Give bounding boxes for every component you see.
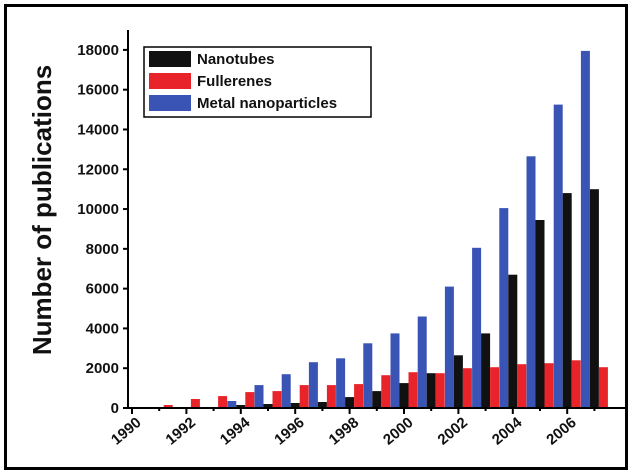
y-tick-label: 16000 <box>77 82 119 99</box>
y-tick-label: 6000 <box>86 281 119 298</box>
bar-nanotubes-2003 <box>481 333 491 408</box>
bar-fullerenes-2005 <box>544 363 554 408</box>
bar-fullerenes-1992 <box>190 399 200 408</box>
y-tick-label: 0 <box>111 400 119 417</box>
bar-nanotubes-2000 <box>399 383 409 408</box>
bar-nanotubes-2004 <box>508 274 518 408</box>
bar-fullerenes-2004 <box>517 364 527 408</box>
bar-metal-nanoparticles-1994 <box>227 401 237 408</box>
bar-fullerenes-1995 <box>272 391 282 408</box>
bar-metal-nanoparticles-1998 <box>336 358 346 408</box>
bar-fullerenes-2001 <box>435 373 445 408</box>
bar-nanotubes-1998 <box>345 397 355 408</box>
bar-fullerenes-1998 <box>354 384 364 408</box>
bar-metal-nanoparticles-2007 <box>580 50 590 409</box>
bar-nanotubes-1997 <box>317 402 327 408</box>
y-tick-label: 8000 <box>86 241 119 258</box>
bar-fullerenes-2000 <box>408 372 418 408</box>
bar-fullerenes-2002 <box>462 368 472 408</box>
bar-metal-nanoparticles-1995 <box>254 385 264 408</box>
bar-nanotubes-1999 <box>372 391 382 408</box>
legend-label: Nanotubes <box>197 51 275 68</box>
x-tick-label: 1994 <box>217 414 254 449</box>
bar-fullerenes-1996 <box>299 385 309 408</box>
bar-nanotubes-2007 <box>589 189 599 408</box>
x-axis-ticks: 1990 1992 1994 1996 1998 2000 2002 2004 2006 <box>108 408 596 449</box>
y-tick-label: 4000 <box>86 320 119 337</box>
x-tick-label: 1990 <box>108 414 144 448</box>
bar-fullerenes-2003 <box>490 367 500 408</box>
x-tick-label: 1996 <box>271 414 307 448</box>
y-tick-label: 2000 <box>86 360 119 377</box>
bar-group <box>163 50 608 409</box>
bar-nanotubes-2002 <box>453 355 463 408</box>
bar-metal-nanoparticles-2005 <box>526 156 536 408</box>
bar-metal-nanoparticles-2006 <box>553 104 563 408</box>
bar-fullerenes-1994 <box>245 392 255 408</box>
bar-metal-nanoparticles-2000 <box>390 333 400 408</box>
y-tick-label: 18000 <box>77 42 119 59</box>
bar-nanotubes-1995 <box>263 404 273 408</box>
y-tick-label: 14000 <box>77 121 119 138</box>
x-tick-label: 2006 <box>543 414 579 448</box>
x-tick-label: 1998 <box>326 414 362 448</box>
bar-metal-nanoparticles-2003 <box>472 247 482 408</box>
legend-label: Fullerenes <box>197 73 272 90</box>
bar-metal-nanoparticles-1997 <box>308 362 318 408</box>
bar-metal-nanoparticles-1996 <box>281 374 291 408</box>
bar-nanotubes-2001 <box>426 373 436 408</box>
bar-fullerenes-1993 <box>218 396 228 408</box>
y-axis-title: Number of publications <box>27 65 57 355</box>
x-tick-label: 1992 <box>162 414 198 448</box>
bar-fullerenes-2007 <box>598 367 608 408</box>
bar-fullerenes-1999 <box>381 375 391 408</box>
bar-metal-nanoparticles-1999 <box>363 343 373 408</box>
bar-fullerenes-2006 <box>571 360 581 408</box>
legend: Nanotubes Fullerenes Metal nanoparticles <box>143 46 372 118</box>
y-tick-label: 10000 <box>77 201 119 218</box>
y-axis-ticks: 0 2000 4000 6000 8000 10000 12000 14000 16000 180… <box>77 42 128 417</box>
legend-swatch <box>149 51 191 67</box>
bar-metal-nanoparticles-2001 <box>417 316 427 408</box>
x-tick-label: 2004 <box>489 414 526 449</box>
bar-fullerenes-1991 <box>163 405 173 408</box>
bar-metal-nanoparticles-2004 <box>499 208 509 408</box>
bar-nanotubes-1994 <box>236 405 246 408</box>
bar-metal-nanoparticles-2002 <box>444 286 454 408</box>
bar-nanotubes-2006 <box>562 193 572 408</box>
bar-nanotubes-1996 <box>290 403 300 408</box>
x-tick-label: 2000 <box>380 414 416 448</box>
bar-nanotubes-2005 <box>535 220 545 408</box>
bar-fullerenes-1997 <box>326 385 336 408</box>
legend-label: Metal nanoparticles <box>197 95 337 112</box>
y-tick-label: 12000 <box>77 161 119 178</box>
legend-swatch <box>149 73 191 89</box>
legend-swatch <box>149 95 191 111</box>
x-tick-label: 2002 <box>434 414 470 448</box>
